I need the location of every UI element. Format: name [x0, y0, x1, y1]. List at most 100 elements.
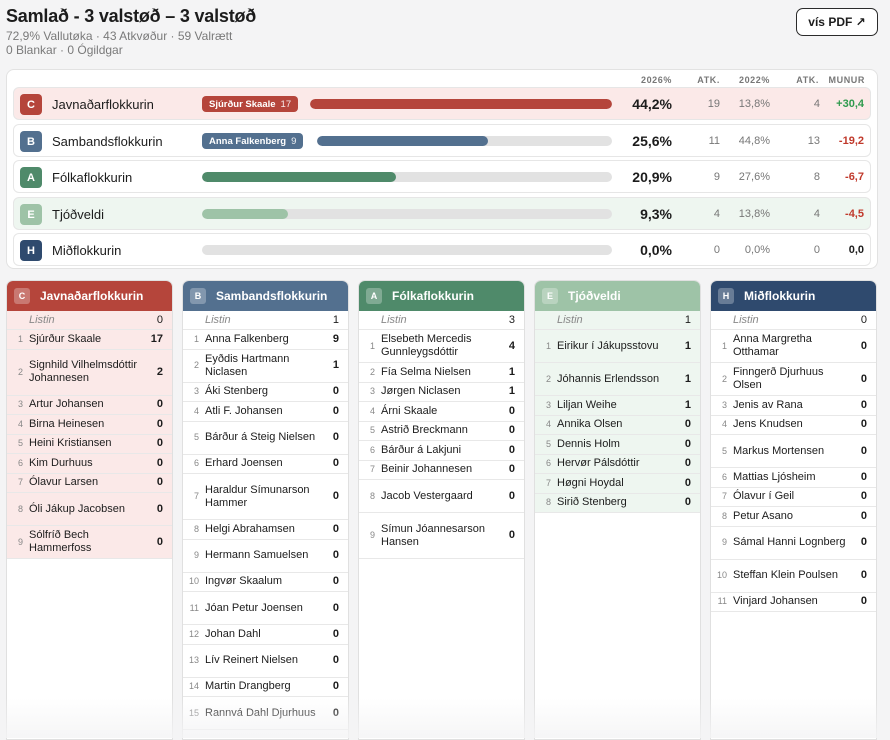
candidate-row[interactable]: 11 Jóan Petur Joensen 0	[183, 592, 348, 625]
candidate-name: Jóhannis Erlendsson	[557, 372, 660, 385]
candidate-row[interactable]: 4 Birna Heinesen 0	[7, 415, 172, 435]
vote-share-bar	[310, 99, 612, 109]
candidate-row[interactable]: 2 Fía Selma Nielsen 1	[359, 363, 524, 383]
candidate-row[interactable]: 1 Elsebeth Mercedis Gunnleygsdóttir 4	[359, 330, 524, 363]
candidate-rank: 9	[193, 550, 199, 560]
candidate-row[interactable]: 14 Martin Drangberg 0	[183, 677, 348, 697]
candidate-row[interactable]: 4 Jens Knudsen 0	[711, 415, 876, 435]
candidate-row[interactable]: 11 Vinjard Johansen 0	[711, 592, 876, 612]
summary-row-c[interactable]: C Javnaðarflokkurin Sjúrður Skaale 17 44,…	[13, 87, 871, 120]
candidate-row[interactable]: 6 Hervør Pálsdóttir 0	[535, 454, 700, 474]
party-column-b: B Sambandsflokkurin Listin 1 1 Anna Falk…	[182, 280, 349, 740]
candidate-row[interactable]: 1 Anna Falkenberg 9	[183, 330, 348, 350]
candidate-row[interactable]: 1 Eirikur í Jákupsstovu 1	[535, 330, 700, 363]
candidate-rank: 10	[188, 576, 199, 587]
party-column-header[interactable]: E Tjóðveldi	[535, 281, 700, 311]
candidate-row[interactable]: 6 Kim Durhuus 0	[7, 454, 172, 474]
candidate-row[interactable]: 2 Eyðdis Hartmann Niclasen 1	[183, 349, 348, 383]
candidate-row[interactable]: 3 Áki Stenberg 0	[183, 382, 348, 402]
candidate-votes: 0	[860, 444, 867, 457]
candidate-row[interactable]: 12 Johan Dahl 0	[183, 625, 348, 645]
candidate-rank: 8	[17, 503, 23, 514]
candidate-row[interactable]: 9 Sólfríð Bech Hammerfoss 0	[7, 526, 172, 559]
candidate-votes: 0	[860, 595, 867, 608]
candidate-votes: 0	[508, 463, 515, 476]
candidate-row[interactable]: 5 Astrið Breckmann 0	[359, 421, 524, 441]
candidate-row[interactable]: 4 Atli F. Johansen 0	[183, 402, 348, 422]
candidate-row[interactable]: 5 Heini Kristiansen 0	[7, 434, 172, 454]
candidate-votes: 0	[332, 627, 339, 640]
candidate-votes: 0	[332, 457, 339, 470]
party-column-header[interactable]: A Fólkaflokkurin	[359, 281, 524, 311]
candidate-votes: 0	[860, 418, 867, 431]
candidate-row[interactable]: 9 Símun Jóannesarson Hansen 0	[359, 513, 524, 559]
candidate-votes: 17	[150, 332, 163, 345]
votes-2022: 4	[813, 208, 820, 220]
candidate-name: Áki Stenberg	[205, 385, 268, 398]
summary-row-a[interactable]: A Fólkaflokkurin 20,9% 9 27,6% 8 -6,7	[13, 160, 871, 193]
candidate-votes: 0	[860, 536, 867, 548]
candidate-row[interactable]: 10 Ingvør Skaalum 0	[183, 572, 348, 592]
candidate-name: Kim Durhuus	[29, 456, 93, 469]
candidate-name: Fía Selma Nielsen	[381, 365, 471, 378]
summary-row-h[interactable]: H Miðflokkurin 0,0% 0 0,0% 0 0,0	[13, 233, 871, 266]
candidate-rank: 2	[17, 366, 23, 377]
view-pdf-button[interactable]: vís PDF ↗	[796, 8, 878, 36]
candidate-row[interactable]: 8 Jacob Vestergaard 0	[359, 480, 524, 513]
top-candidate-votes: 9	[291, 135, 297, 147]
party-letter-badge: A	[20, 167, 42, 188]
candidate-row[interactable]: 1 Anna Margretha Otthamar 0	[711, 330, 876, 363]
summary-row-b[interactable]: B Sambandsflokkurin Anna Falkenberg 9 25,…	[13, 124, 871, 157]
candidate-row[interactable]: 9 Hermann Samuelsen 0	[183, 539, 348, 573]
vote-share-fill	[310, 99, 612, 109]
candidate-rank: 11	[189, 602, 199, 613]
candidate-row[interactable]: 5 Markus Mortensen 0	[711, 435, 876, 468]
candidate-name: Vinjard Johansen	[733, 595, 818, 608]
candidate-row[interactable]: 8 Sirið Stenberg 0	[535, 493, 700, 513]
party-column-header[interactable]: B Sambandsflokkurin	[183, 281, 348, 311]
party-letter-badge: B	[190, 288, 206, 304]
candidate-row[interactable]: 7 Ólavur Larsen 0	[7, 473, 172, 493]
party-column-header[interactable]: H Miðflokkurin	[711, 281, 876, 311]
candidate-row[interactable]: 3 Jenis av Rana 0	[711, 396, 876, 416]
candidate-row[interactable]: 7 Haraldur Símunarson Hammer 0	[183, 474, 348, 520]
candidate-row[interactable]: 6 Bárður á Lakjuni 0	[359, 441, 524, 461]
candidate-row[interactable]: 13 Lív Reinert Nielsen 0	[183, 644, 348, 678]
candidate-votes: 0	[860, 339, 867, 352]
candidate-votes: 1	[684, 398, 691, 411]
candidate-votes: 2	[156, 365, 163, 378]
vote-change: +30,4	[836, 98, 864, 110]
candidate-row[interactable]: 8 Óli Jákup Jacobsen 0	[7, 493, 172, 526]
candidate-row[interactable]: 6 Erhard Joensen 0	[183, 454, 348, 474]
candidate-row[interactable]: 7 Høgni Hoydal 0	[535, 474, 700, 494]
party-letter-badge: H	[20, 240, 42, 261]
candidate-row[interactable]: 2 Jóhannis Erlendsson 1	[535, 363, 700, 396]
candidate-name: Martin Drangberg	[205, 680, 291, 693]
candidate-row[interactable]: 2 Signhild Vilhelmsdóttir Johannesen 2	[7, 349, 172, 396]
candidate-row[interactable]: 5 Dennis Holm 0	[535, 435, 700, 455]
candidate-row[interactable]: 4 Annika Olsen 0	[535, 415, 700, 435]
candidate-row[interactable]: 8 Helgi Abrahamsen 0	[183, 520, 348, 540]
candidate-name: Sólfríð Bech Hammerfoss	[29, 529, 92, 554]
candidate-votes: 0	[684, 457, 691, 470]
candidate-row[interactable]: 9 Sámal Hanni Lognberg 0	[711, 526, 876, 560]
party-letter-badge: A	[366, 288, 382, 304]
candidate-row[interactable]: 10 Steffan Klein Poulsen 0	[711, 559, 876, 593]
candidate-row[interactable]: 7 Beinir Johannesen 0	[359, 460, 524, 480]
candidate-row[interactable]: 8 Petur Asano 0	[711, 507, 876, 527]
candidate-row[interactable]: 4 Árni Skaale 0	[359, 402, 524, 422]
candidate-row[interactable]: 3 Jørgen Niclasen 1	[359, 382, 524, 402]
candidate-row[interactable]: 2 Finngerð Djurhuus Olsen 0	[711, 363, 876, 396]
party-column-header[interactable]: C Javnaðarflokkurin	[7, 281, 172, 311]
candidate-row[interactable]: 3 Liljan Weihe 1	[535, 396, 700, 416]
candidate-row[interactable]: 1 Sjúrður Skaale 17	[7, 330, 172, 350]
candidate-votes: 0	[332, 431, 339, 443]
candidate-row[interactable]: 3 Artur Johansen 0	[7, 395, 172, 415]
candidate-rank: 9	[369, 530, 375, 540]
votes-2022: 4	[813, 98, 820, 110]
candidate-row[interactable]: 6 Mattias Ljósheim 0	[711, 468, 876, 488]
candidate-row[interactable]: 5 Bárður á Steig Nielsen 0	[183, 421, 348, 455]
summary-row-e[interactable]: E Tjóðveldi 9,3% 4 13,8% 4 -4,5	[13, 197, 871, 230]
party-column-h: H Miðflokkurin Listin 0 1 Anna Margretha…	[710, 280, 877, 740]
candidate-row[interactable]: 7 Ólavur í Geil 0	[711, 487, 876, 507]
